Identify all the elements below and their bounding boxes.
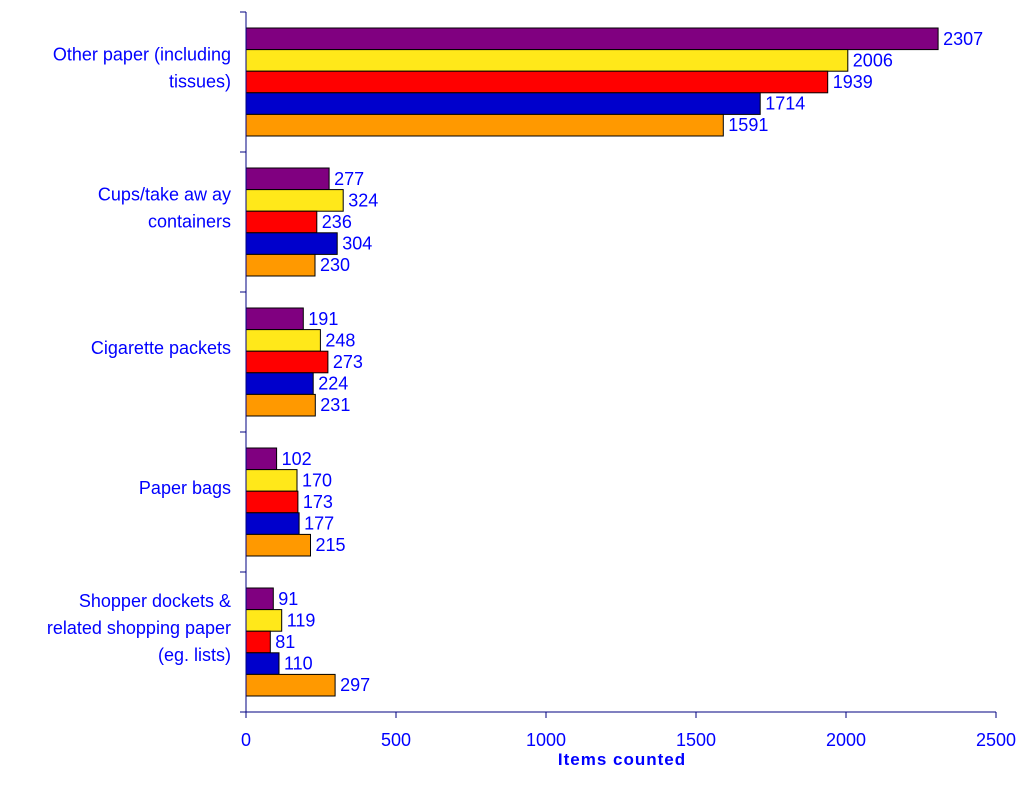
x-tick-label: 2000 [826,730,866,750]
axes-group [240,11,997,718]
category-label: containers [148,212,231,232]
category-label: related shopping paper [47,618,231,638]
data-label: 191 [308,309,338,329]
data-label: 2307 [943,29,983,49]
bar [245,630,271,654]
bar [245,609,283,632]
data-label: 1939 [833,72,873,92]
bar [245,372,314,395]
data-label: 91 [278,589,298,609]
category-label: (eg. lists) [158,645,231,665]
bar [245,27,939,51]
data-label: 170 [302,470,332,490]
category-label: tissues) [169,72,231,92]
x-tick-label: 500 [381,730,411,750]
bar [245,232,338,255]
data-label: 177 [304,514,334,534]
bar [245,652,280,675]
bar [245,490,299,514]
data-label: 304 [342,234,372,254]
bar [245,253,316,277]
bar [245,469,298,492]
data-label: 297 [340,675,370,695]
category-label: Paper bags [139,478,231,498]
data-label: 248 [325,330,355,350]
bar [245,113,724,137]
data-label: 119 [287,610,316,630]
data-label: 324 [348,190,378,210]
data-label: 230 [320,255,350,275]
category-label: Cups/take aw ay [98,185,231,205]
data-label: 273 [333,352,363,372]
x-tick-label: 1000 [526,730,566,750]
data-label: 102 [282,449,312,469]
category-label: Cigarette packets [91,338,231,358]
bar [245,512,300,535]
x-tick-label: 1500 [676,730,716,750]
bar [245,49,849,72]
bar [245,587,274,611]
data-label: 215 [316,535,346,555]
data-label: 110 [284,654,313,674]
bar [245,70,829,94]
bar [245,447,278,471]
x-tick-label: 2500 [976,730,1016,750]
category-label: Other paper (including [53,45,231,65]
data-label: 224 [318,374,348,394]
bar [245,189,344,212]
bar [245,393,316,417]
bar [245,329,321,352]
data-label: 1714 [765,94,805,114]
data-label: 173 [303,492,333,512]
bar [245,167,330,191]
data-label: 1591 [728,115,768,135]
data-label: 231 [320,395,350,415]
x-tick-labels-group: 0 500 1000 1500 2000 2500 [241,730,1016,750]
data-label: 81 [275,632,295,652]
bar [245,350,329,374]
bar [245,533,311,557]
data-label: 236 [322,212,352,232]
category-label: Shopper dockets & [79,591,231,611]
x-tick-label: 0 [241,730,251,750]
bar [245,307,304,331]
bar [245,673,336,697]
x-axis-title: Items counted [558,750,686,769]
bar [245,92,761,115]
data-label: 277 [334,169,364,189]
category-labels-group: Other paper (including tissues) Cups/take … [47,45,231,666]
bar [245,210,318,234]
data-label: 2006 [853,50,893,70]
